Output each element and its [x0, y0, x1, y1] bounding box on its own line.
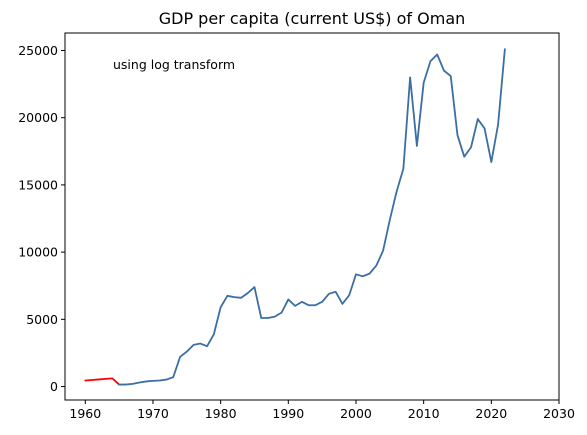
x-tick-label: 1970 [137, 406, 169, 421]
y-tick-label: 15000 [18, 177, 58, 192]
x-tick-label: 1960 [69, 406, 101, 421]
annotation-text: using log transform [113, 57, 235, 72]
y-tick-label: 20000 [18, 110, 58, 125]
series-line-0 [84, 377, 121, 386]
y-tick-label: 10000 [18, 245, 58, 260]
x-tick-label: 1990 [272, 406, 304, 421]
axes-frame [64, 32, 560, 401]
x-tick-label: 2000 [340, 406, 372, 421]
plot-area [84, 48, 506, 386]
x-axis: 1960 1970 1980 1990 2000 2010 2020 2030 [69, 400, 575, 421]
series-line-1 [118, 48, 506, 386]
x-tick-label: 2020 [475, 406, 507, 421]
chart-title: GDP per capita (current US$) of Oman [159, 9, 466, 28]
y-tick-label: 0 [50, 379, 58, 394]
y-tick-label: 5000 [26, 312, 58, 327]
x-tick-label: 1980 [205, 406, 237, 421]
x-tick-label: 2030 [543, 406, 575, 421]
y-tick-label: 25000 [18, 43, 58, 58]
y-axis: 0 5000 10000 15000 20000 25000 [18, 43, 65, 394]
x-tick-label: 2010 [408, 406, 440, 421]
